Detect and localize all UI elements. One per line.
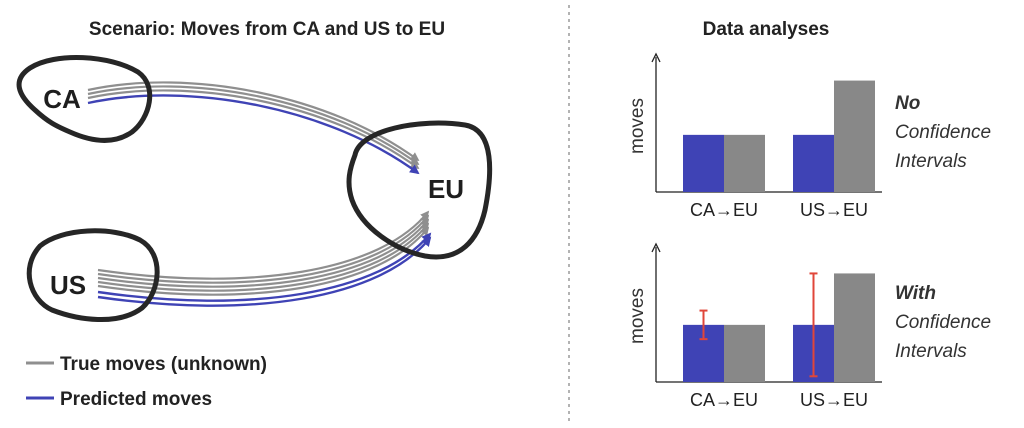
chart-no-ci-category-label-0: CA→EU: [690, 200, 758, 220]
chart-with-ci: moves CA→EU US→EU: [627, 242, 882, 410]
chart-no-ci-bar-predicted-0: [683, 134, 724, 192]
chart-no-ci: moves CA→EU US→EU: [627, 52, 882, 220]
ca-region-label: CA: [43, 84, 81, 114]
eu-region-label: EU: [428, 174, 464, 204]
us-region-label: US: [50, 270, 86, 300]
ca-predicted-move-line: [87, 94, 420, 175]
chart-with-ci-error-bar-0: [699, 309, 708, 341]
chart-with-ci-y-arrow: [651, 242, 661, 253]
legend-true-label: True moves (unknown): [60, 354, 267, 375]
chart-no-ci-bar-true-1: [834, 80, 875, 192]
scenario-title: Scenario: Moves from CA and US to EU: [89, 19, 445, 40]
panel1-side-line1: No: [895, 93, 920, 114]
us-region-outline: [26, 228, 160, 322]
us-to-eu-flow: [97, 210, 432, 307]
panel1-side-line2: Confidence: [895, 122, 991, 143]
eu-region-outline: [346, 120, 493, 260]
legend-predicted-label: Predicted moves: [60, 389, 212, 410]
chart-with-ci-bar-true-0: [724, 324, 765, 382]
chart-with-ci-y-label: moves: [627, 288, 648, 344]
ca-to-eu-flow: [87, 81, 420, 175]
chart-with-ci-bar-true-1: [834, 273, 875, 382]
chart-with-ci-error-bar-1: [809, 272, 818, 378]
us-predicted-move-line-2: [97, 236, 432, 307]
legend: True moves (unknown) Predicted moves: [26, 354, 267, 410]
panel1-side-line3: Intervals: [895, 151, 967, 172]
panel2-side-line1: With: [895, 283, 936, 304]
ca-true-move-line-1: [87, 81, 420, 162]
us-true-move-line-4: [97, 222, 430, 292]
ca-true-move-line-2: [87, 85, 420, 166]
chart-no-ci-y-arrow: [651, 52, 661, 63]
chart-with-ci-category-label-0: CA→EU: [690, 390, 758, 410]
us-predicted-move-line-1: [97, 232, 432, 302]
analyses-title: Data analyses: [703, 19, 830, 40]
chart-no-ci-bar-true-0: [724, 134, 765, 192]
ca-region-outline: [16, 54, 153, 143]
panel2-side-line2: Confidence: [895, 312, 991, 333]
chart-no-ci-y-label: moves: [627, 98, 648, 154]
chart-no-ci-category-label-1: US→EU: [800, 200, 868, 220]
panel2-side-line3: Intervals: [895, 341, 967, 362]
chart-with-ci-category-label-1: US→EU: [800, 390, 868, 410]
chart-no-ci-bar-predicted-1: [793, 134, 834, 192]
ca-true-move-line-3: [87, 89, 420, 170]
